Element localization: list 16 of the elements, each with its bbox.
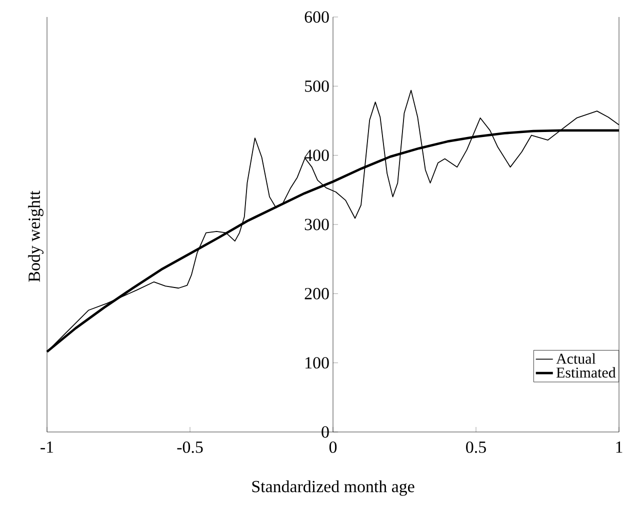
x-axis-title: Standardized month age xyxy=(252,480,414,496)
y-tick-label: 0 xyxy=(322,426,329,438)
x-tick-label: 1 xyxy=(616,441,622,453)
x-tick-label: 0.5 xyxy=(466,441,486,453)
x-tick-label: 0 xyxy=(329,441,337,453)
x-tick-label: -0.5 xyxy=(177,441,203,453)
legend-label: Actual xyxy=(556,353,596,364)
x-tick-label: -1 xyxy=(40,441,54,453)
y-axis-title: Body weightt xyxy=(28,190,44,282)
y-tick-label: 600 xyxy=(304,11,329,23)
y-tick-label: 200 xyxy=(304,288,329,300)
y-tick-label: 300 xyxy=(304,218,329,230)
y-tick-label: 400 xyxy=(304,150,329,162)
legend-label: Estimated xyxy=(556,367,616,378)
y-tick-label: 100 xyxy=(306,357,329,369)
y-tick-label: 500 xyxy=(305,80,329,92)
